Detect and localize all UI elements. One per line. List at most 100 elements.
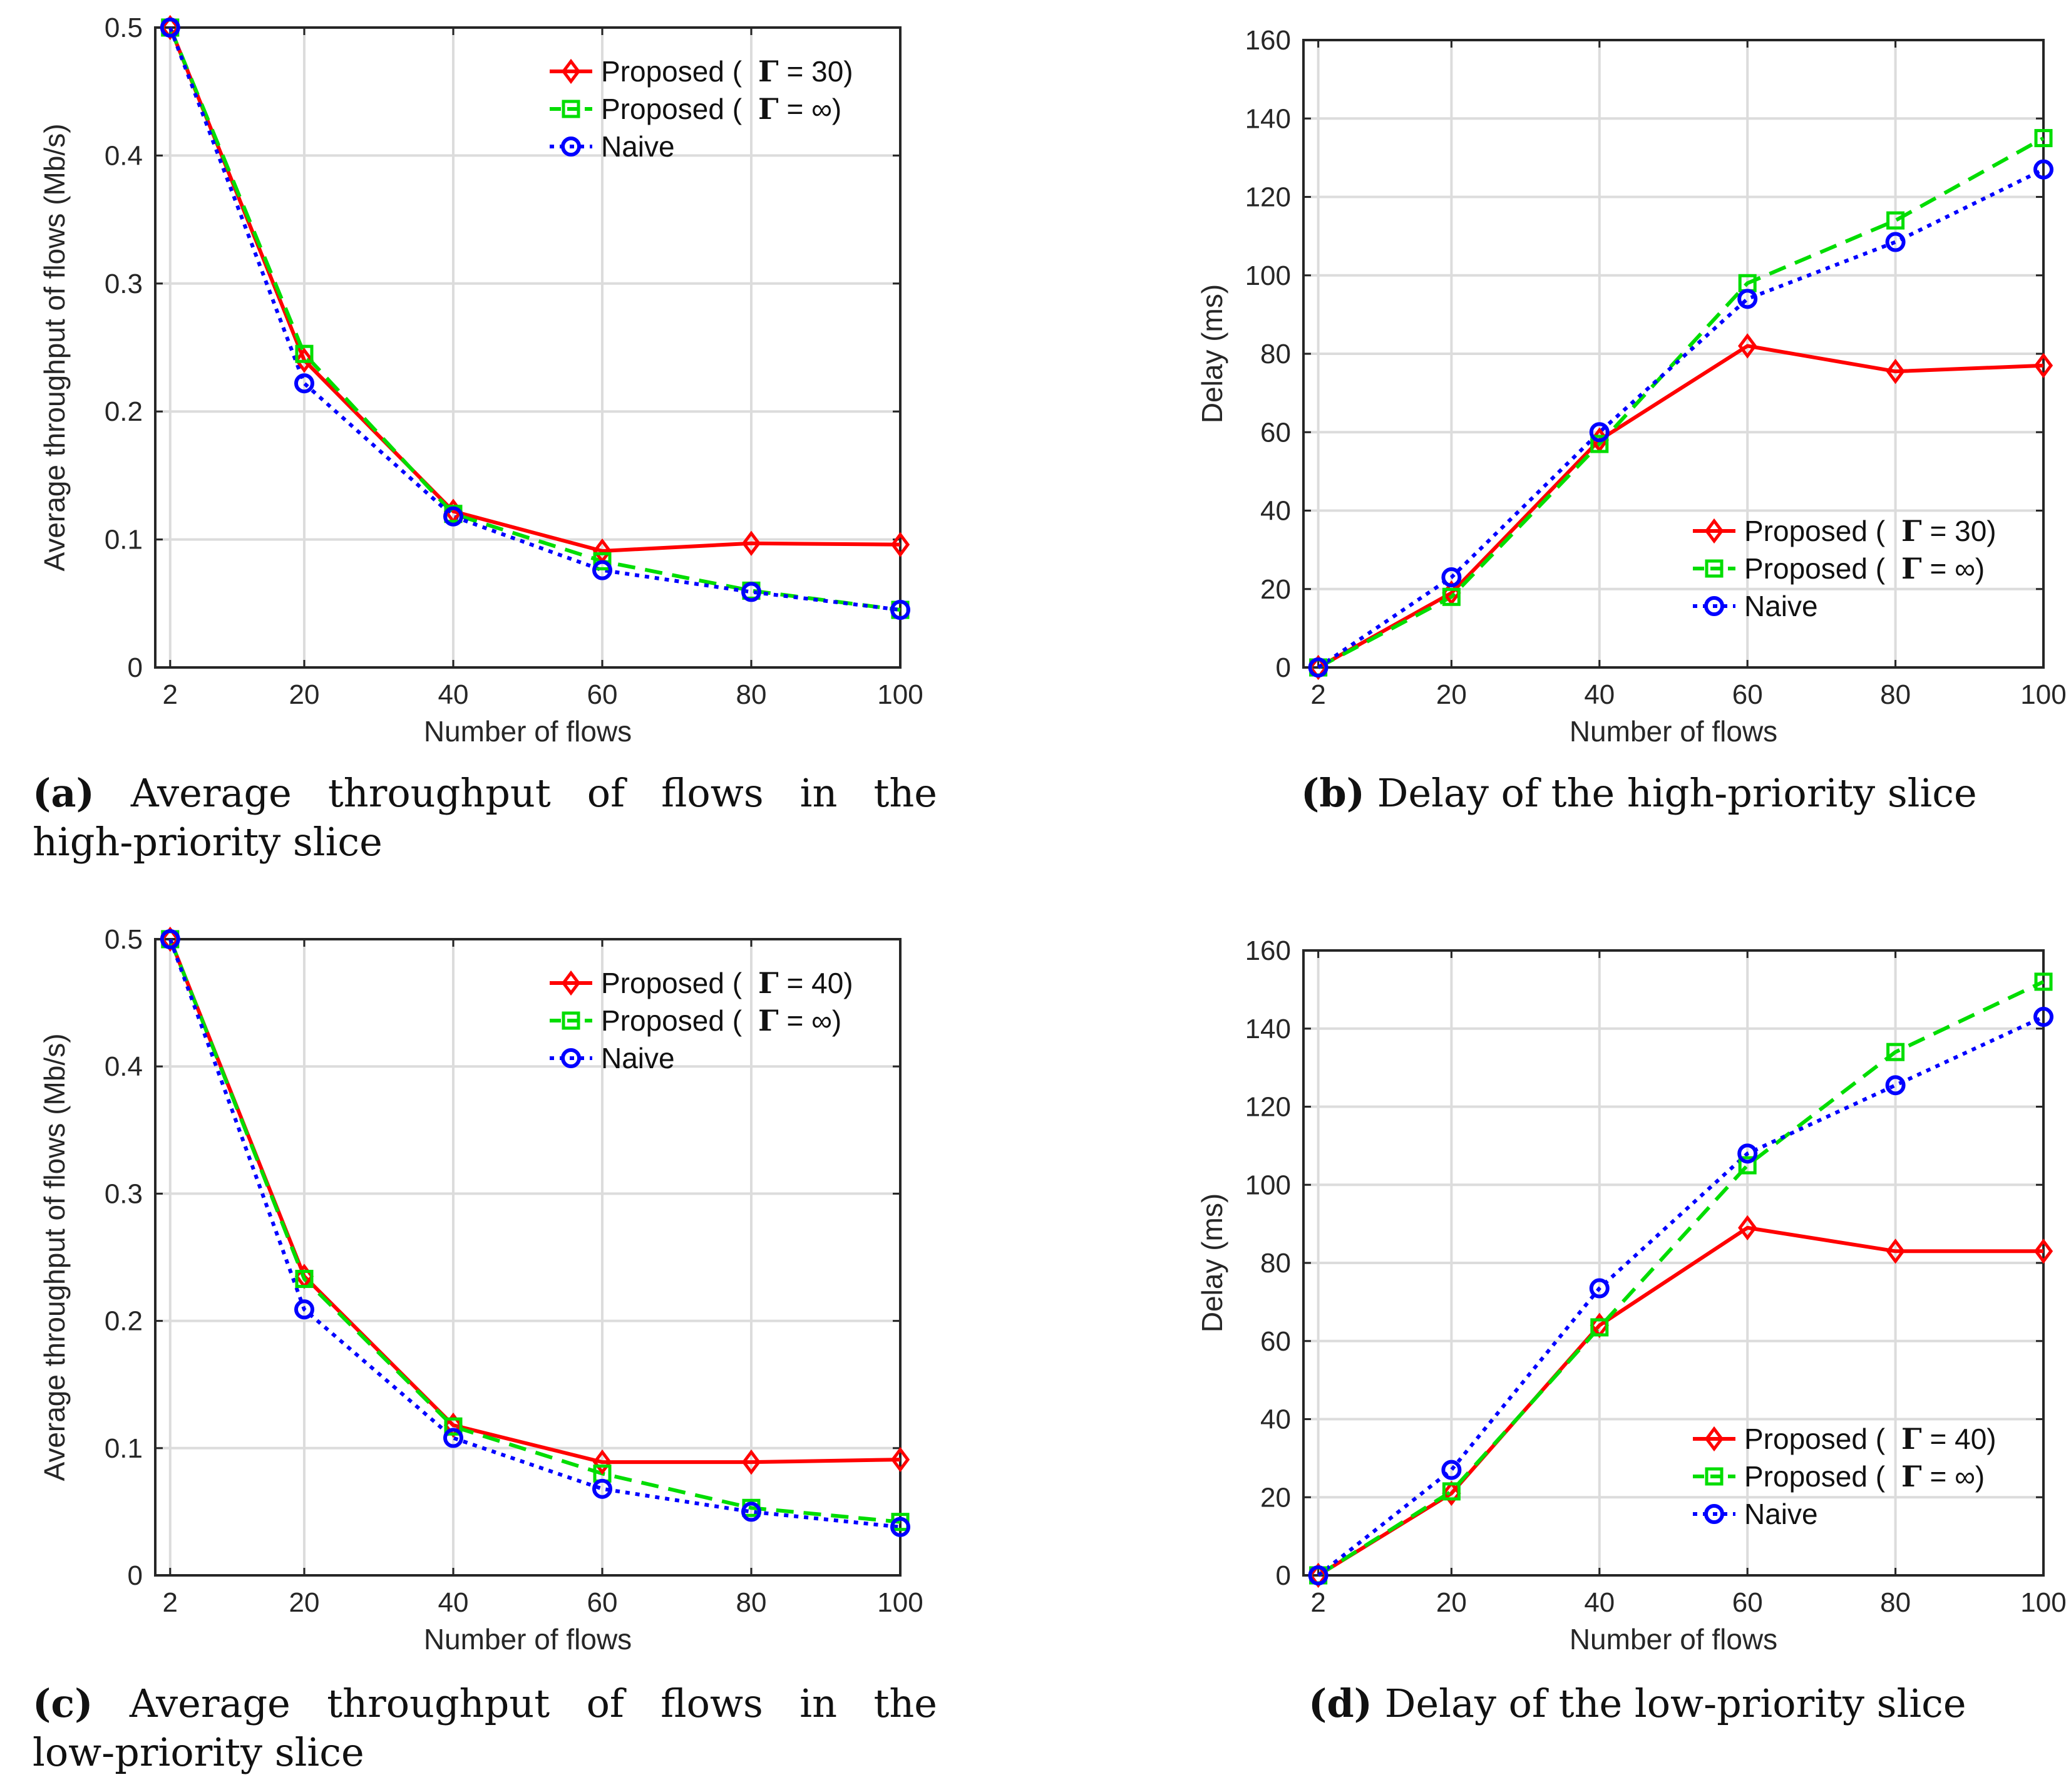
- chart-a: 2 20 40 60 80 100 0 0.1 0.2 0.3 0.4 0.5 Number of fl…: [38, 13, 923, 748]
- x-tick-label: 60: [587, 1587, 618, 1618]
- legend-gamma: Γ: [758, 966, 779, 1000]
- y-axis-label: Delay (ms): [1196, 284, 1228, 423]
- y-axis-label: Delay (ms): [1196, 1193, 1228, 1332]
- data-point: [2033, 159, 2053, 180]
- legend-gamma: Γ: [758, 1004, 779, 1038]
- x-tick-label: 80: [1880, 1587, 1911, 1618]
- data-point: [2033, 353, 2053, 378]
- x-tick-label: 40: [438, 1587, 469, 1618]
- series-line-1: [1317, 1225, 2043, 1577]
- legend-swatch-marker: [561, 136, 581, 157]
- caption-d-text: Delay of the low-priority slice: [1384, 1681, 1966, 1726]
- x-tick-label: 40: [1584, 1587, 1615, 1618]
- data-point: [1441, 567, 1462, 587]
- legend-text-prefix: Proposed (: [601, 967, 743, 999]
- legend-text-prefix: Naive: [1744, 590, 1818, 622]
- y-tick-label: 100: [1245, 1170, 1291, 1200]
- legend-text-prefix: Proposed (: [1744, 552, 1886, 585]
- data-point: [1737, 289, 1758, 309]
- data-point: [1590, 435, 1609, 453]
- y-tick-label: 80: [1260, 1248, 1291, 1279]
- legend-entry-3: Naive: [1744, 1498, 1818, 1530]
- legend-entry-1: Proposed (Γ = 40): [1744, 1422, 1996, 1456]
- legend-text-suffix: = ∞): [779, 93, 842, 125]
- data-point: [2034, 972, 2053, 991]
- data-point: [1885, 1075, 1906, 1096]
- data-point: [1590, 1318, 1609, 1337]
- chart-d: 2 20 40 60 80 100 0 20 40 60 80 100 120 140 160 Number …: [1196, 935, 2067, 1656]
- legend-text-suffix: = 30): [1922, 515, 1996, 547]
- x-axis-label: Number of flows: [424, 715, 632, 748]
- plot-area: [155, 939, 900, 1575]
- legend-swatch-marker: [561, 970, 581, 996]
- caption-c-line2: low-priority slice: [33, 1729, 364, 1775]
- series-markers-2: [1309, 972, 2053, 1585]
- data-point: [1308, 657, 1328, 677]
- data-point: [1441, 1460, 1462, 1480]
- legend-gamma: Γ: [1901, 514, 1922, 548]
- data-point: [592, 1478, 612, 1499]
- data-point: [890, 532, 910, 557]
- legend-text-prefix: Naive: [601, 130, 675, 163]
- legend-entry-3: Naive: [601, 1042, 675, 1074]
- data-point: [890, 1517, 910, 1537]
- caption-b-letter: (b): [1301, 770, 1365, 816]
- data-point: [294, 373, 314, 394]
- x-tick-label: 60: [1732, 1587, 1763, 1618]
- legend-text-prefix: Proposed (: [601, 1004, 743, 1037]
- data-point: [1886, 1238, 1905, 1264]
- caption-b: (b) Delay of the high-priority slice: [1301, 769, 2052, 818]
- legend-text-prefix: Proposed (: [1744, 1423, 1886, 1455]
- x-tick-label: 60: [1732, 679, 1763, 710]
- legend-gamma: Γ: [1901, 1460, 1922, 1493]
- chart-c: 2 20 40 60 80 100 0 0.1 0.2 0.3 0.4 0.5 Number of fl…: [38, 924, 923, 1656]
- legend-text-suffix: = 30): [779, 55, 853, 88]
- y-axis-label: Average throughput of flows (Mb/s): [38, 1033, 71, 1481]
- y-tick-label: 0.3: [105, 1178, 143, 1209]
- legend: Proposed (Γ = 30) Proposed ( Γ = ∞) Naive: [550, 54, 853, 163]
- x-tick-label: 20: [289, 679, 320, 710]
- data-point: [1589, 1278, 1610, 1299]
- legend-entry-2: Proposed (Γ = ∞): [601, 1004, 841, 1038]
- y-tick-label: 0.2: [105, 396, 143, 427]
- legend-entry-1: Proposed (Γ = 30): [601, 54, 853, 88]
- y-tick-label: 0.1: [105, 1433, 143, 1464]
- legend-swatch-marker: [561, 1048, 581, 1068]
- series-markers-3: [160, 18, 910, 621]
- x-tick-label: 80: [736, 679, 767, 710]
- data-point: [1737, 1143, 1758, 1164]
- y-tick-label: 0.4: [105, 140, 143, 171]
- data-point: [592, 560, 612, 580]
- y-tick-label: 20: [1260, 1482, 1291, 1513]
- data-point: [294, 348, 314, 373]
- data-point: [890, 600, 910, 621]
- legend-text-suffix: = 40): [779, 967, 853, 999]
- data-point: [295, 344, 314, 363]
- legend-swatch-marker: [1704, 1426, 1724, 1452]
- x-tick-label: 2: [1310, 1587, 1325, 1618]
- x-axis-label: Number of flows: [424, 1623, 632, 1656]
- legend-text-suffix: = 40): [1922, 1423, 1996, 1455]
- x-tick-label: 80: [736, 1587, 767, 1618]
- data-point: [2033, 1238, 2053, 1264]
- data-point: [160, 929, 180, 949]
- caption-c-letter: (c): [33, 1681, 93, 1726]
- caption-a-line1: (a) Average throughput of flows in the: [33, 769, 937, 818]
- y-tick-label: 160: [1245, 935, 1291, 966]
- y-tick-label: 0.4: [105, 1051, 143, 1082]
- caption-a: (a) Average throughput of flows in the h…: [33, 769, 937, 867]
- x-tick-label: 2: [163, 679, 178, 710]
- data-point: [2033, 1007, 2053, 1027]
- legend-gamma: Γ: [758, 92, 779, 126]
- data-point: [294, 1299, 314, 1320]
- legend-swatch-marker: [1705, 1467, 1724, 1486]
- chart-b: 2 20 40 60 80 100 0 20 40 60 80 100 120 140 160 Number …: [1196, 25, 2067, 748]
- data-point: [2034, 129, 2053, 148]
- y-tick-label: 0.1: [105, 525, 143, 555]
- legend-text-prefix: Naive: [601, 1042, 675, 1074]
- data-point: [1738, 1215, 1757, 1241]
- data-point: [1308, 1565, 1328, 1585]
- legend-text-prefix: Proposed (: [601, 55, 743, 88]
- caption-d-letter: (d): [1308, 1681, 1373, 1726]
